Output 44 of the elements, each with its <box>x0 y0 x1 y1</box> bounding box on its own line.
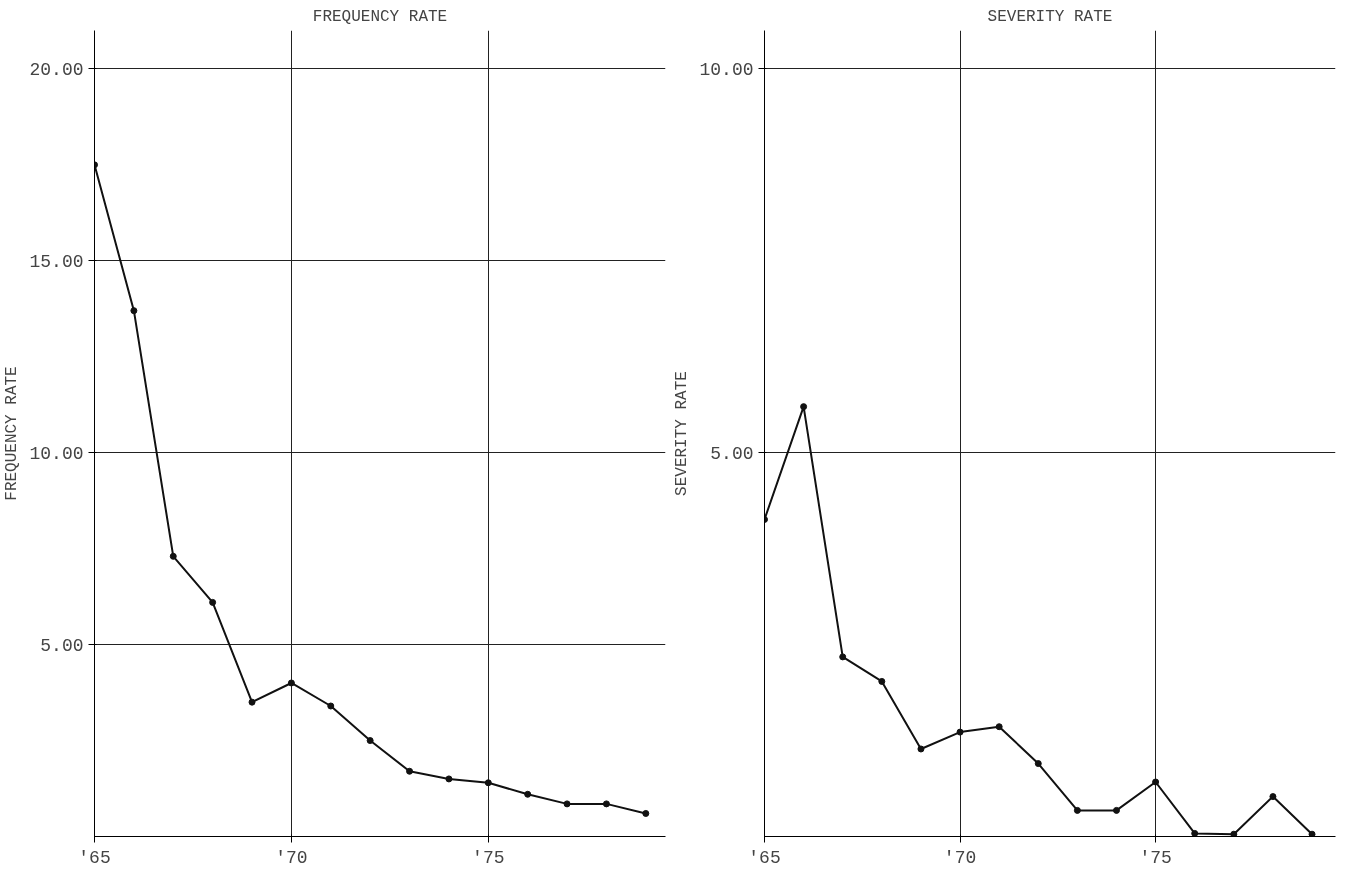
x-tick-label: '70 <box>275 847 308 868</box>
point <box>445 775 453 783</box>
point <box>800 403 808 411</box>
y-tick-label: 5.00 <box>710 443 754 464</box>
x-tick-label: '75 <box>1139 847 1172 868</box>
y-tick-label: 10.00 <box>699 59 754 80</box>
point <box>406 767 414 775</box>
chart-title: FREQUENCY RATE <box>312 7 448 26</box>
point <box>642 809 650 817</box>
point <box>839 653 847 661</box>
point <box>524 790 532 798</box>
point <box>563 800 571 808</box>
point <box>248 698 256 706</box>
point <box>956 728 964 736</box>
point <box>1034 760 1042 768</box>
point <box>878 677 886 685</box>
point <box>366 737 374 745</box>
point <box>209 598 217 606</box>
chart-title: SEVERITY RATE <box>987 7 1113 26</box>
point <box>602 800 610 808</box>
point <box>1152 778 1160 786</box>
y-tick-label: 5.00 <box>40 635 84 656</box>
point <box>995 723 1003 731</box>
x-tick-label: '75 <box>472 847 505 868</box>
y-axis-title: SEVERITY RATE <box>673 371 692 496</box>
point <box>1230 830 1238 837</box>
point <box>130 307 138 315</box>
point <box>287 679 295 687</box>
point <box>1191 829 1199 837</box>
point <box>484 779 492 787</box>
point <box>917 745 925 753</box>
point <box>327 702 335 710</box>
point <box>1308 830 1316 837</box>
point <box>1112 806 1120 814</box>
y-tick-label: 15.00 <box>29 251 84 272</box>
x-tick-label: '70 <box>943 847 977 868</box>
point <box>1073 806 1081 814</box>
y-axis-title: FREQUENCY RATE <box>3 366 22 501</box>
x-tick-label: '65 <box>748 847 781 868</box>
x-tick-label: '65 <box>78 847 111 868</box>
point <box>1269 793 1277 801</box>
y-tick-label: 20.00 <box>29 59 84 80</box>
point <box>169 552 177 560</box>
y-tick-label: 10.00 <box>29 443 84 464</box>
